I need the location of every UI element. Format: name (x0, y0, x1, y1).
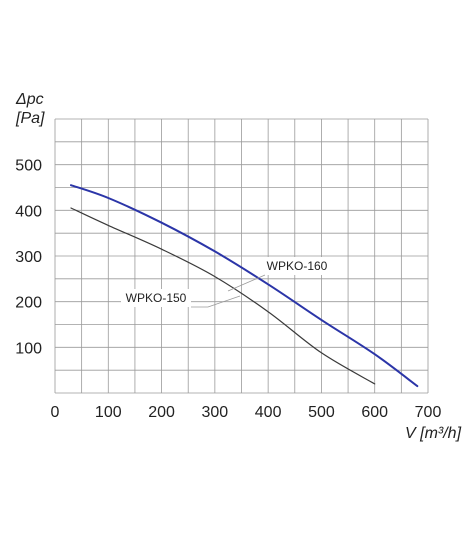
chart-curves (70, 184, 419, 388)
y-tick-label: 400 (15, 203, 42, 220)
y-tick-label: 500 (15, 158, 42, 175)
y-axis-unit: [Pa] (15, 110, 45, 127)
y-tick-label: 100 (15, 340, 42, 357)
x-axis-title: V [m³/h] (405, 425, 462, 442)
chart-grid (54, 118, 429, 394)
series-label-wpko-150: WPKO-150 (126, 291, 187, 305)
series-label-wpko-150-bg (121, 289, 191, 307)
series-callouts: WPKO-160 WPKO-150 (121, 257, 329, 308)
y-tick-label: 300 (15, 249, 42, 266)
x-tick-label: 200 (148, 404, 175, 421)
series-line-wpko-160 (70, 184, 419, 388)
x-tick-label: 600 (361, 404, 388, 421)
series-line-wpko-150 (70, 207, 376, 385)
series-label-wpko-160-bg (265, 257, 329, 275)
x-tick-label: 300 (202, 404, 229, 421)
y-tick-label: 200 (15, 295, 42, 312)
x-axis-unit: [m³/h] (419, 425, 461, 442)
y-axis-ticks: 100 200 300 400 500 (15, 158, 42, 358)
x-axis-label: V (405, 425, 417, 442)
series-label-wpko-160-leader (227, 274, 266, 292)
x-tick-label: 500 (308, 404, 335, 421)
x-tick-label: 100 (95, 404, 122, 421)
series-label-wpko-150-leader (191, 295, 241, 308)
x-tick-label: 400 (255, 404, 282, 421)
x-axis-ticks: 0 100 200 300 400 500 600 700 (51, 404, 442, 421)
series-label-wpko-160: WPKO-160 (267, 259, 328, 273)
x-tick-label: 700 (415, 404, 442, 421)
x-tick-label: 0 (51, 404, 60, 421)
y-axis-symbol: Δpc (15, 91, 44, 108)
